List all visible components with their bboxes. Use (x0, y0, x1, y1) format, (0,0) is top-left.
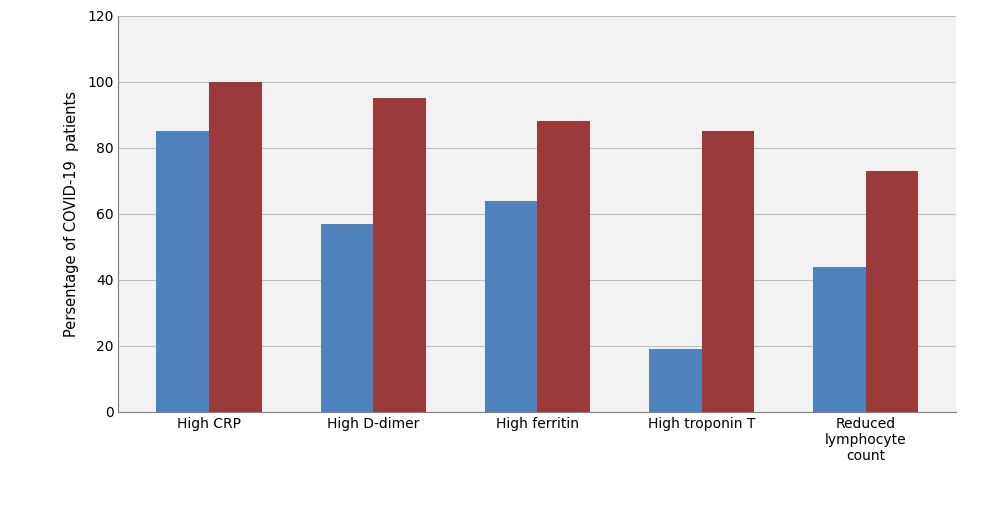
Bar (813, 267, 866, 412)
Bar (702, 131, 754, 412)
Bar (209, 82, 261, 412)
Bar (649, 349, 702, 412)
Bar (157, 131, 209, 412)
Bar (866, 171, 918, 412)
Bar (320, 224, 373, 412)
Bar (485, 201, 537, 412)
Y-axis label: Persentage of COVID-19  patients: Persentage of COVID-19 patients (64, 91, 79, 337)
Bar (373, 98, 426, 412)
Bar (537, 121, 590, 412)
